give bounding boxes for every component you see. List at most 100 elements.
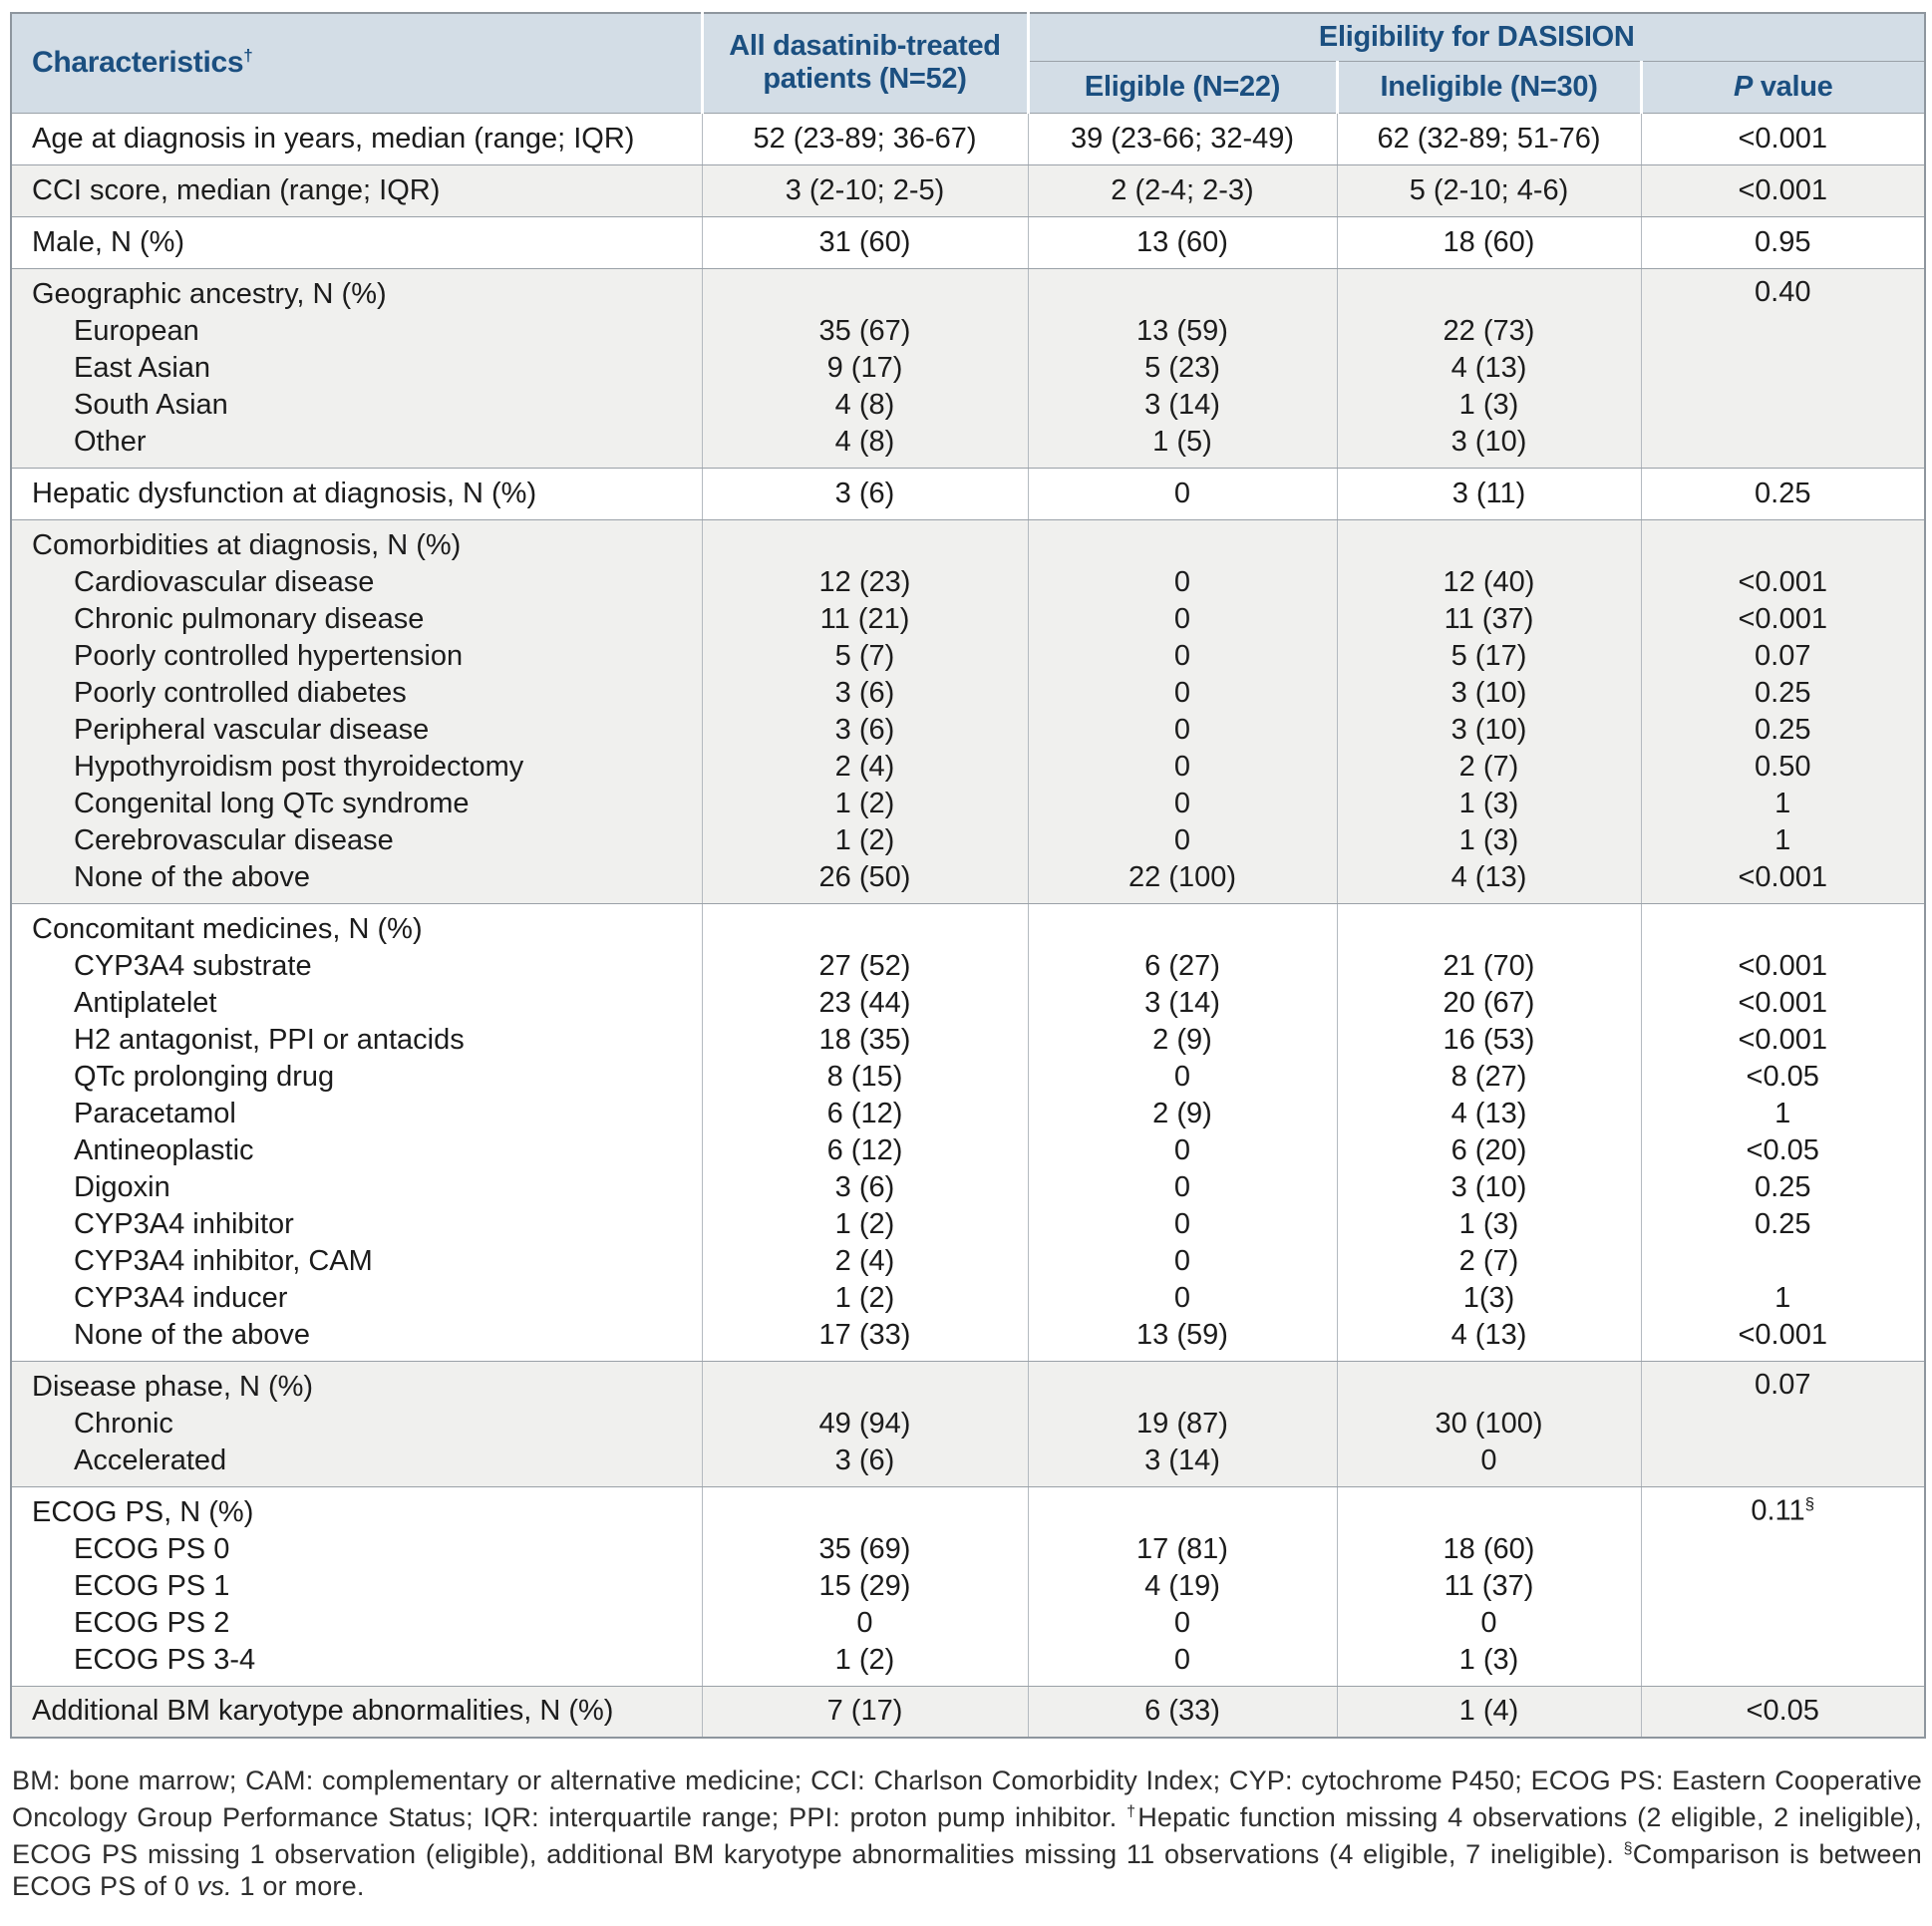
- cell-line: Disease phase, N (%): [32, 1370, 314, 1403]
- cell-line: 0: [1173, 1133, 1191, 1166]
- footnote-text: BM: bone marrow; CAM: complementary or a…: [12, 1766, 1922, 1832]
- cell-line: 20 (67): [1443, 986, 1535, 1019]
- pvalue-cell: 0.11§: [1640, 1485, 1926, 1687]
- pvalue-text: 0.07: [1755, 1368, 1811, 1401]
- cell-line: 18 (35): [818, 1023, 911, 1056]
- cell-line: ECOG PS 1: [74, 1569, 230, 1602]
- characteristic-cell: Concomitant medicines, N (%) CYP3A4 subst…: [10, 902, 703, 1362]
- cell-line: ECOG PS, N (%): [32, 1495, 254, 1528]
- table-row: Comorbidities at diagnosis, N (%) Cardiov…: [10, 518, 1926, 904]
- characteristic-cell: Hepatic dysfunction at diagnosis, N (%): [10, 467, 703, 520]
- cell-line: 2 (9): [1152, 1023, 1212, 1056]
- cell-line: 1 (2): [834, 787, 895, 819]
- pvalue-cell: <0.001 <0.001 <0.001 <0.05 1 <0.05 0.25 0.25 1 <…: [1640, 902, 1926, 1362]
- all-patients-cell: 49 (94) 3 (6): [701, 1360, 1029, 1487]
- footnote-text: 1 or more.: [231, 1871, 365, 1901]
- cell-line: [1646, 527, 1921, 564]
- cell-line: Hypothyroidism post thyroidectomy: [74, 750, 524, 783]
- cell-line: 1: [1774, 787, 1791, 819]
- cell-line: 4 (13): [1450, 1097, 1527, 1129]
- cell-line: ECOG PS 0: [74, 1532, 230, 1565]
- table-row: Concomitant medicines, N (%) CYP3A4 subst…: [10, 902, 1926, 1362]
- cell-line: Chronic pulmonary disease: [74, 602, 425, 635]
- cell-line: Antineoplastic: [74, 1133, 254, 1166]
- all-patients-cell: 35 (69) 15 (29) 0 1 (2): [701, 1485, 1029, 1687]
- cell-line: East Asian: [74, 351, 211, 384]
- pvalue-cell: <0.001: [1640, 163, 1926, 217]
- cell-line: 0: [1173, 750, 1191, 783]
- dagger-superscript: †: [243, 46, 253, 66]
- cell-line: Poorly controlled hypertension: [74, 639, 464, 672]
- table-row: Male, N (%) 31 (60) 13 (60) 18 (60) 0.95: [10, 215, 1926, 269]
- ineligible-cell: 12 (40) 11 (37) 5 (17) 3 (10) 3 (10) 2 (7) 1 (…: [1336, 518, 1642, 904]
- footnote-superscript: §: [1623, 1840, 1633, 1857]
- table-row: Additional BM karyotype abnormalities, N…: [10, 1685, 1926, 1739]
- cell-line: 19 (87): [1136, 1407, 1228, 1440]
- cell-line: CYP3A4 inducer: [74, 1281, 288, 1314]
- ineligible-cell: 62 (32-89; 51-76): [1336, 112, 1642, 165]
- cell-line: <0.001: [1738, 602, 1827, 635]
- cell-line: 16 (53): [1443, 1023, 1535, 1056]
- cell-line: Geographic ancestry, N (%): [32, 277, 387, 310]
- cell-line: Comorbidities at diagnosis, N (%): [32, 528, 462, 561]
- table-row: Age at diagnosis in years, median (range…: [10, 112, 1926, 165]
- all-patients-cell: 3 (6): [701, 467, 1029, 520]
- pvalue-cell: 0.25: [1640, 467, 1926, 520]
- cell-line: 27 (52): [818, 949, 911, 982]
- cell-line: None of the above: [74, 1318, 311, 1351]
- cell-line: 1: [1774, 1281, 1791, 1314]
- characteristic-cell: Additional BM karyotype abnormalities, N…: [10, 1685, 703, 1739]
- all-patients-cell: 3 (2-10; 2-5): [701, 163, 1029, 217]
- cell-line: 0: [1173, 602, 1191, 635]
- cell-line: <0.001: [1738, 860, 1827, 893]
- pvalue-cell: 0.95: [1640, 215, 1926, 269]
- cell-line: Congenital long QTc syndrome: [74, 787, 470, 819]
- characteristics-label: Characteristics: [32, 46, 244, 80]
- eligible-cell: 13 (60): [1027, 215, 1338, 269]
- cell-line: 5 (17): [1450, 639, 1527, 672]
- footnote: BM: bone marrow; CAM: complementary or a…: [12, 1765, 1922, 1902]
- eligible-cell: 6 (33): [1027, 1685, 1338, 1739]
- eligible-cell: 2 (2-4; 2-3): [1027, 163, 1338, 217]
- eligible-cell: 19 (87) 3 (14): [1027, 1360, 1338, 1487]
- col-header-eligible: Eligible (N=22): [1026, 60, 1338, 114]
- all-patients-cell: 52 (23-89; 36-67): [701, 112, 1029, 165]
- cell-line: European: [74, 314, 199, 347]
- cell-line: 0.25: [1755, 1207, 1811, 1240]
- cell-line: 1(3): [1462, 1281, 1515, 1314]
- pvalue-cell: <0.001: [1640, 112, 1926, 165]
- characteristic-cell: Geographic ancestry, N (%) European East A…: [10, 267, 703, 469]
- cell-line: 0: [1480, 1444, 1497, 1476]
- cell-line: 0: [1480, 1606, 1497, 1639]
- cell-line: [1342, 1369, 1637, 1406]
- all-patients-cell: 27 (52) 23 (44) 18 (35) 8 (15) 6 (12) 6 (12) 3…: [701, 902, 1029, 1362]
- cell-line: 8 (27): [1450, 1060, 1527, 1093]
- col-header-eligibility-group: Eligibility for DASISION: [1026, 12, 1926, 62]
- cell-line: <0.001: [1738, 1318, 1827, 1351]
- cell-line: 0: [1173, 1060, 1191, 1093]
- cell-line: 3 (14): [1144, 388, 1220, 421]
- cell-line: 6 (12): [826, 1097, 903, 1129]
- cell-line: 1 (2): [834, 1643, 895, 1676]
- eligible-cell: 39 (23-66; 32-49): [1027, 112, 1338, 165]
- cell-line: [707, 1494, 1024, 1531]
- cell-line: 4 (13): [1450, 1318, 1527, 1351]
- pvalue-cell: 0.40: [1640, 267, 1926, 469]
- p-italic: P: [1734, 70, 1754, 103]
- cell-line: Cerebrovascular disease: [74, 823, 394, 856]
- cell-line: 35 (67): [818, 314, 911, 347]
- cell-line: 15 (29): [818, 1569, 911, 1602]
- cell-line: 6 (20): [1450, 1133, 1527, 1166]
- cell-line: Paracetamol: [74, 1097, 236, 1129]
- cell-line: 3 (14): [1144, 986, 1220, 1019]
- cell-line: ECOG PS 3-4: [74, 1643, 256, 1676]
- ineligible-cell: 1 (4): [1336, 1685, 1642, 1739]
- cell-line: <0.001: [1738, 949, 1827, 982]
- cell-line: 3 (6): [834, 713, 895, 746]
- cell-line: 49 (94): [818, 1407, 911, 1440]
- cell-line: 4 (8): [834, 425, 895, 458]
- cell-line: 3 (10): [1450, 676, 1527, 709]
- table-row: Disease phase, N (%) Chronic Accelerated 4…: [10, 1360, 1926, 1487]
- table-row: Hepatic dysfunction at diagnosis, N (%) 3…: [10, 467, 1926, 520]
- eligible-cell: 17 (81) 4 (19) 0 0: [1027, 1485, 1338, 1687]
